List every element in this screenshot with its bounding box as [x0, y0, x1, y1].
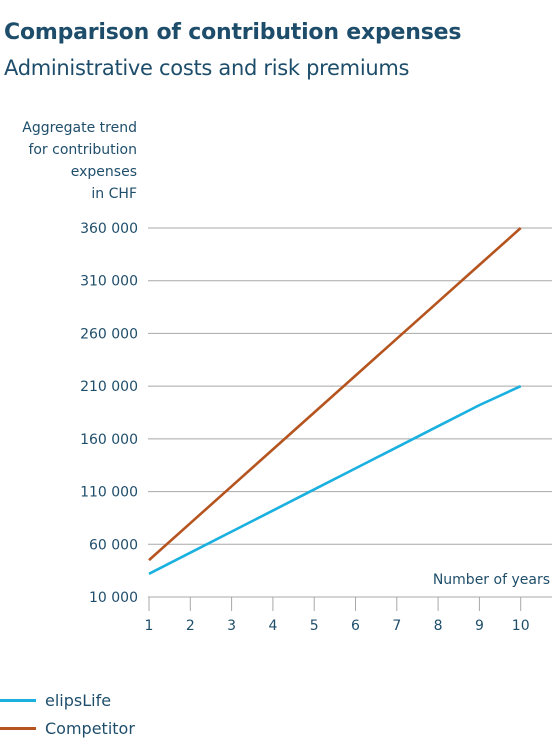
line-chart: 10 000 60 000 110 000 160 000 210 000 260 000…: [80, 221, 552, 634]
x-tick-label: 10: [512, 618, 530, 634]
chart-subtitle: Administrative costs and risk premiums: [4, 56, 410, 80]
y-axis-label-line: expenses: [70, 164, 137, 180]
legend-label-elipslife: elipsLife: [45, 690, 112, 710]
x-tick-label: 8: [434, 618, 443, 634]
legend-swatch-elipslife: [0, 698, 36, 702]
y-tick-label: 210 000: [80, 379, 138, 395]
legend-item-elipslife: elipsLife: [0, 686, 135, 714]
y-tick-label: 260 000: [80, 326, 138, 342]
x-tick-label: 6: [351, 618, 360, 634]
series-line-elipslife: [148, 384, 522, 575]
x-tick-label: 5: [310, 618, 319, 634]
x-tick-label: 7: [392, 618, 401, 634]
x-tick-label: 3: [227, 618, 236, 634]
y-tick-label: 310 000: [80, 274, 138, 290]
legend-label-competitor: Competitor: [45, 718, 135, 738]
y-tick-label: 160 000: [80, 432, 138, 448]
y-tick-label: 360 000: [80, 221, 138, 237]
y-tick-label: 10 000: [89, 590, 138, 606]
x-tick-label: 1: [145, 618, 154, 634]
legend-item-competitor: Competitor: [0, 714, 135, 742]
series-line-competitor: [148, 227, 522, 562]
y-axis-label-line: for contribution: [28, 142, 137, 158]
x-tick-label: 2: [186, 618, 195, 634]
y-tick-label: 110 000: [80, 485, 138, 501]
legend: elipsLife Competitor: [0, 686, 135, 742]
y-axis-label: Aggregate trend for contribution expense…: [0, 117, 137, 205]
y-axis-label-line: Aggregate trend: [22, 120, 137, 136]
chart-title: Comparison of contribution expenses: [4, 20, 462, 45]
y-tick-label: 60 000: [89, 537, 138, 553]
legend-swatch-competitor: [0, 726, 36, 730]
x-tick-label: 4: [268, 618, 277, 634]
x-tick-label: 9: [475, 618, 484, 634]
x-axis-label: Number of years: [433, 572, 550, 588]
y-axis-label-line: in CHF: [91, 186, 137, 202]
